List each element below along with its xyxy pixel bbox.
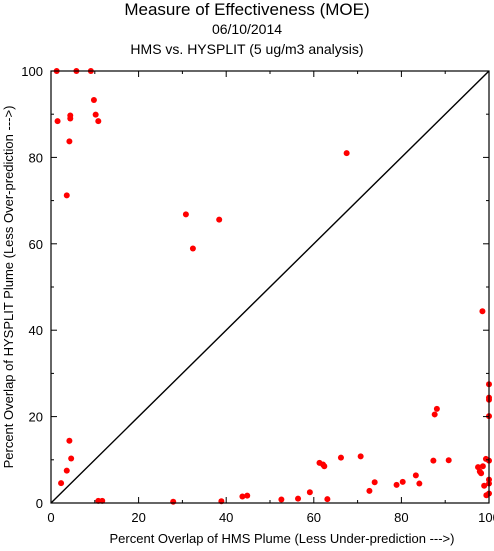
data-point [295, 495, 302, 502]
y-tick-label: 60 [29, 237, 43, 252]
y-tick-label: 80 [29, 150, 43, 165]
data-point [170, 498, 177, 505]
data-point [306, 489, 313, 496]
data-point [182, 211, 189, 218]
data-point [393, 481, 400, 488]
data-point [90, 96, 97, 103]
data-point [399, 478, 406, 485]
data-point [92, 111, 99, 118]
x-tick-label: 80 [394, 510, 408, 525]
data-point [479, 463, 486, 470]
data-point [445, 457, 452, 464]
x-tick-label: 0 [47, 510, 54, 525]
data-point [321, 463, 328, 470]
data-point [68, 455, 75, 462]
x-axis-title: Percent Overlap of HMS Plume (Less Under… [110, 531, 455, 546]
x-tick-label: 60 [307, 510, 321, 525]
data-point [371, 479, 378, 486]
data-point [66, 437, 73, 444]
data-point [67, 115, 74, 122]
data-point [412, 472, 419, 479]
data-point [366, 487, 373, 494]
data-point [239, 493, 246, 500]
y-tick-label: 0 [36, 496, 43, 511]
data-point [478, 470, 485, 477]
data-point [189, 245, 196, 252]
data-point [324, 496, 331, 503]
data-point [431, 411, 438, 418]
data-point [481, 482, 488, 489]
data-point [58, 480, 65, 487]
y-tick-label: 40 [29, 323, 43, 338]
data-point [99, 497, 106, 504]
x-tick-label: 100 [478, 510, 494, 525]
x-tick-label: 20 [131, 510, 145, 525]
reference-line [50, 70, 490, 504]
chart-subtitle: HMS vs. HYSPLIT (5 ug/m3 analysis) [130, 41, 364, 57]
data-point [343, 150, 350, 157]
chart-title: Measure of Effectiveness (MOE) [124, 0, 370, 19]
data-point [433, 405, 440, 412]
y-tick-label: 20 [29, 410, 43, 425]
data-point [278, 496, 285, 503]
y-tick-label: 100 [21, 64, 43, 79]
data-point [54, 118, 61, 125]
data-point [337, 454, 344, 461]
data-point [66, 138, 73, 145]
data-point [244, 492, 251, 499]
data-point [357, 453, 364, 460]
data-point [416, 480, 423, 487]
y-axis-title: Percent Overlap of HYSPLIT Plume (Less O… [1, 106, 16, 469]
data-point [95, 118, 102, 125]
chart-date: 06/10/2014 [211, 21, 283, 37]
data-point [430, 457, 437, 464]
data-point [216, 216, 223, 223]
data-point [63, 467, 70, 474]
data-point [479, 308, 486, 315]
data-point [63, 192, 70, 199]
x-tick-label: 40 [219, 510, 233, 525]
